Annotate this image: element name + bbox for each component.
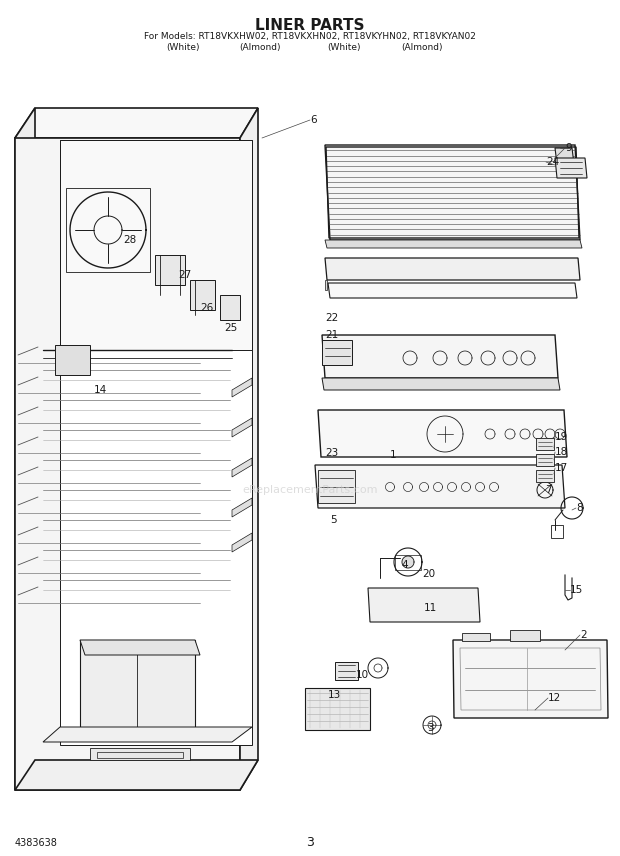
Polygon shape	[318, 470, 355, 503]
Polygon shape	[232, 498, 252, 517]
Text: 6: 6	[310, 115, 317, 125]
Text: 23: 23	[325, 448, 339, 458]
Text: 3: 3	[306, 836, 314, 849]
Polygon shape	[322, 378, 560, 390]
Text: 18: 18	[555, 447, 569, 457]
Polygon shape	[232, 533, 252, 552]
Text: (Almond): (Almond)	[401, 43, 442, 52]
Polygon shape	[402, 556, 414, 568]
Text: 15: 15	[570, 585, 583, 595]
Polygon shape	[15, 108, 35, 790]
Polygon shape	[80, 640, 195, 740]
Text: 4: 4	[402, 560, 409, 570]
Text: 24: 24	[546, 157, 559, 167]
Polygon shape	[536, 454, 554, 466]
Polygon shape	[190, 280, 215, 310]
Text: eReplacementParts.com: eReplacementParts.com	[242, 485, 378, 495]
Text: 20: 20	[422, 569, 435, 579]
Polygon shape	[325, 258, 580, 280]
Polygon shape	[43, 727, 252, 742]
Polygon shape	[536, 438, 554, 450]
Text: 8: 8	[576, 503, 583, 513]
Polygon shape	[15, 760, 258, 790]
Text: 19: 19	[555, 432, 569, 442]
Text: 2: 2	[580, 630, 587, 640]
Text: (White): (White)	[166, 43, 200, 52]
Text: 3: 3	[427, 723, 433, 733]
Polygon shape	[322, 335, 558, 378]
Text: 28: 28	[123, 235, 136, 245]
Text: 21: 21	[325, 330, 339, 340]
Text: 10: 10	[355, 670, 368, 680]
Text: 5: 5	[330, 515, 337, 525]
Polygon shape	[220, 295, 240, 320]
Text: 17: 17	[555, 463, 569, 473]
Polygon shape	[325, 145, 580, 240]
Text: 22: 22	[325, 313, 339, 323]
Polygon shape	[335, 662, 358, 680]
Polygon shape	[232, 378, 252, 397]
Polygon shape	[536, 470, 554, 482]
Polygon shape	[60, 140, 252, 350]
Polygon shape	[305, 688, 370, 730]
Polygon shape	[555, 148, 574, 164]
Text: 26: 26	[200, 303, 213, 313]
Polygon shape	[155, 255, 185, 285]
Text: 9: 9	[565, 143, 572, 153]
Text: (White): (White)	[327, 43, 361, 52]
Text: 4383638: 4383638	[15, 838, 58, 848]
Polygon shape	[80, 640, 200, 655]
Polygon shape	[328, 283, 577, 298]
Text: 25: 25	[224, 323, 237, 333]
Polygon shape	[322, 340, 352, 365]
Text: 12: 12	[548, 693, 561, 703]
Polygon shape	[318, 410, 567, 457]
Polygon shape	[325, 240, 582, 248]
Polygon shape	[60, 140, 252, 745]
Polygon shape	[315, 465, 565, 508]
Text: 14: 14	[94, 385, 107, 395]
Text: 13: 13	[328, 690, 341, 700]
Polygon shape	[240, 108, 258, 790]
Text: 1: 1	[390, 450, 397, 460]
Polygon shape	[325, 280, 327, 290]
Polygon shape	[510, 630, 540, 641]
Text: 27: 27	[178, 270, 191, 280]
Polygon shape	[427, 416, 463, 452]
Polygon shape	[15, 108, 258, 138]
Text: For Models: RT18VKXHW02, RT18VKXHN02, RT18VKYHN02, RT18VKYAN02: For Models: RT18VKXHW02, RT18VKXHN02, RT…	[144, 32, 476, 41]
Polygon shape	[462, 633, 490, 641]
Text: LINER PARTS: LINER PARTS	[255, 18, 365, 33]
Polygon shape	[368, 588, 480, 622]
Text: 7: 7	[545, 485, 552, 495]
Polygon shape	[15, 138, 240, 790]
Text: (Almond): (Almond)	[240, 43, 281, 52]
Polygon shape	[232, 418, 252, 437]
Polygon shape	[232, 458, 252, 477]
Polygon shape	[55, 345, 90, 375]
Polygon shape	[453, 640, 608, 718]
Polygon shape	[90, 748, 190, 760]
Text: 11: 11	[423, 603, 436, 613]
Polygon shape	[555, 158, 587, 178]
